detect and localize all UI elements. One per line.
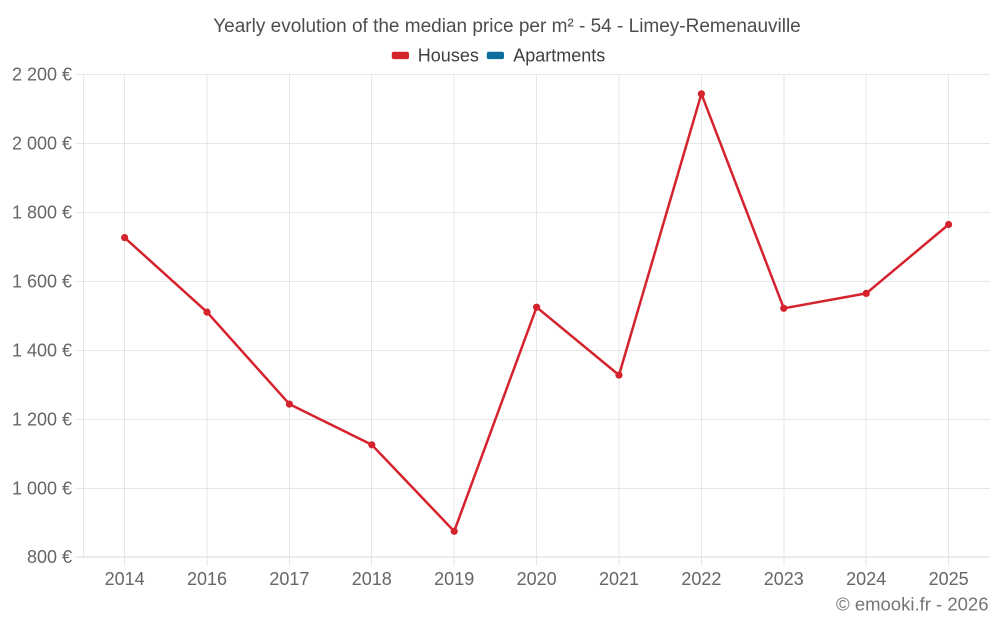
svg-text:2014: 2014 xyxy=(105,569,145,589)
svg-text:1 400 €: 1 400 € xyxy=(12,341,72,361)
svg-text:1 200 €: 1 200 € xyxy=(12,410,72,430)
svg-text:2016: 2016 xyxy=(187,569,227,589)
svg-text:2018: 2018 xyxy=(352,569,392,589)
svg-text:2024: 2024 xyxy=(846,569,886,589)
svg-text:2023: 2023 xyxy=(764,569,804,589)
svg-text:© emooki.fr - 2026: © emooki.fr - 2026 xyxy=(836,594,988,615)
svg-text:1 000 €: 1 000 € xyxy=(12,479,72,499)
svg-text:800 €: 800 € xyxy=(27,547,72,567)
svg-text:1 600 €: 1 600 € xyxy=(12,272,72,292)
svg-text:2020: 2020 xyxy=(517,569,557,589)
svg-text:2019: 2019 xyxy=(434,569,474,589)
svg-text:2017: 2017 xyxy=(269,569,309,589)
svg-text:Houses: Houses xyxy=(418,46,479,66)
svg-text:2 200 €: 2 200 € xyxy=(12,65,72,85)
svg-text:2025: 2025 xyxy=(929,569,969,589)
svg-text:2022: 2022 xyxy=(681,569,721,589)
svg-text:Yearly evolution of the median: Yearly evolution of the median price per… xyxy=(213,16,801,37)
svg-text:Apartments: Apartments xyxy=(513,46,605,66)
svg-text:2 000 €: 2 000 € xyxy=(12,134,72,154)
svg-text:2021: 2021 xyxy=(599,569,639,589)
svg-text:1 800 €: 1 800 € xyxy=(12,203,72,223)
